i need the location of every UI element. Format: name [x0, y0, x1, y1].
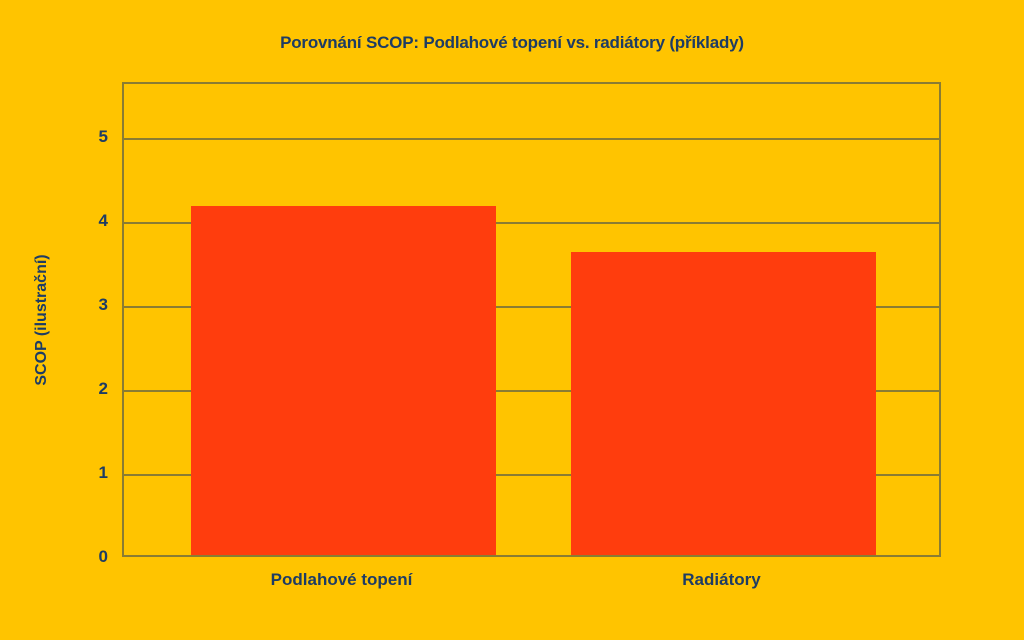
- plot-area: [122, 82, 941, 557]
- bar: [571, 252, 876, 555]
- chart-title: Porovnání SCOP: Podlahové topení vs. rad…: [280, 33, 744, 52]
- x-category-label: Podlahové topení: [270, 570, 413, 589]
- y-tick-label: 4: [98, 210, 108, 230]
- gridline: [124, 137, 939, 140]
- bar: [191, 206, 496, 555]
- y-tick-label: 2: [98, 378, 108, 398]
- gridline: [124, 221, 939, 224]
- y-tick-label: 0: [98, 547, 108, 566]
- x-category-label: Radiátory: [682, 570, 761, 589]
- y-tick-label: 3: [98, 294, 108, 314]
- gridline: [124, 473, 939, 476]
- gridline: [124, 389, 939, 392]
- y-tick-label: 1: [98, 462, 108, 482]
- gridline: [124, 305, 939, 308]
- y-tick-label: 5: [98, 126, 108, 146]
